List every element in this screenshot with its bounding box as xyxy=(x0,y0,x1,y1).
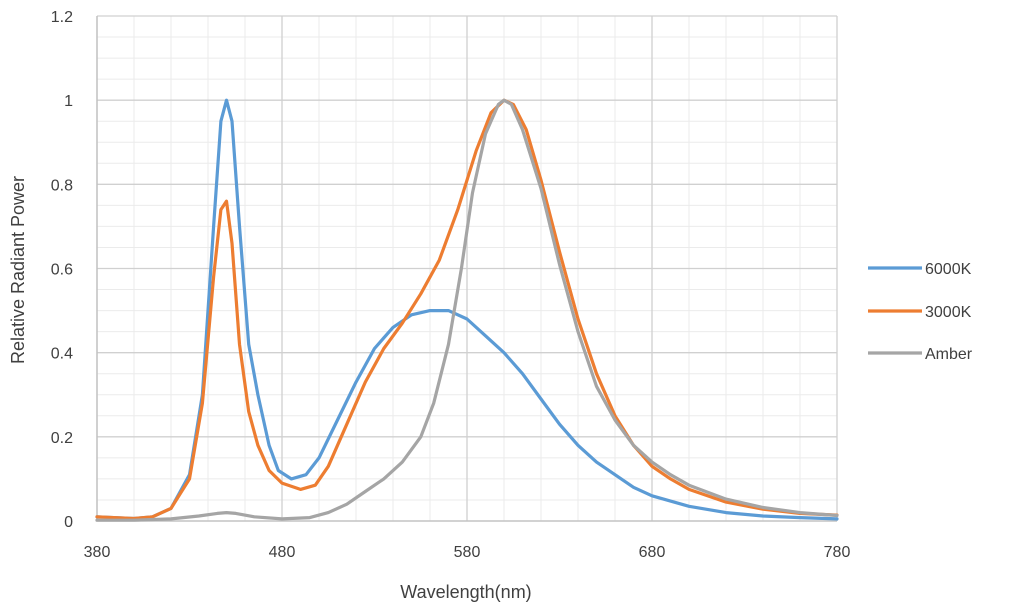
x-axis-title: Wavelength(nm) xyxy=(400,582,531,602)
y-tick-label: 1 xyxy=(64,93,73,110)
y-tick-label: 1.2 xyxy=(51,9,73,26)
grid xyxy=(96,15,838,522)
y-tick-label: 0.6 xyxy=(51,262,73,279)
y-tick-label: 0.2 xyxy=(51,430,73,447)
y-tick-label: 0.8 xyxy=(51,177,73,194)
y-tick-label: 0 xyxy=(64,514,73,531)
axes: 380 480 580 680 780 0 0.2 0.4 0.6 0.8 1 1.2 xyxy=(51,9,851,561)
legend: 6000K 3000K Amber xyxy=(868,261,973,363)
series-line-amber xyxy=(95,98,839,522)
x-tick-label: 480 xyxy=(269,544,296,561)
series-line-6000k xyxy=(95,98,839,521)
y-axis-title: Relative Radiant Power xyxy=(8,176,28,364)
legend-label-6000k: 6000K xyxy=(925,261,972,278)
y-tick-label: 0.4 xyxy=(51,346,73,363)
x-tick-label: 380 xyxy=(84,544,111,561)
legend-label-3000k: 3000K xyxy=(925,304,972,321)
axis-labels: Wavelength(nm) Relative Radiant Power xyxy=(8,176,532,602)
x-tick-label: 780 xyxy=(824,544,851,561)
series-lines xyxy=(95,98,839,522)
legend-label-amber: Amber xyxy=(925,346,973,363)
x-tick-label: 680 xyxy=(639,544,666,561)
x-tick-label: 580 xyxy=(454,544,481,561)
